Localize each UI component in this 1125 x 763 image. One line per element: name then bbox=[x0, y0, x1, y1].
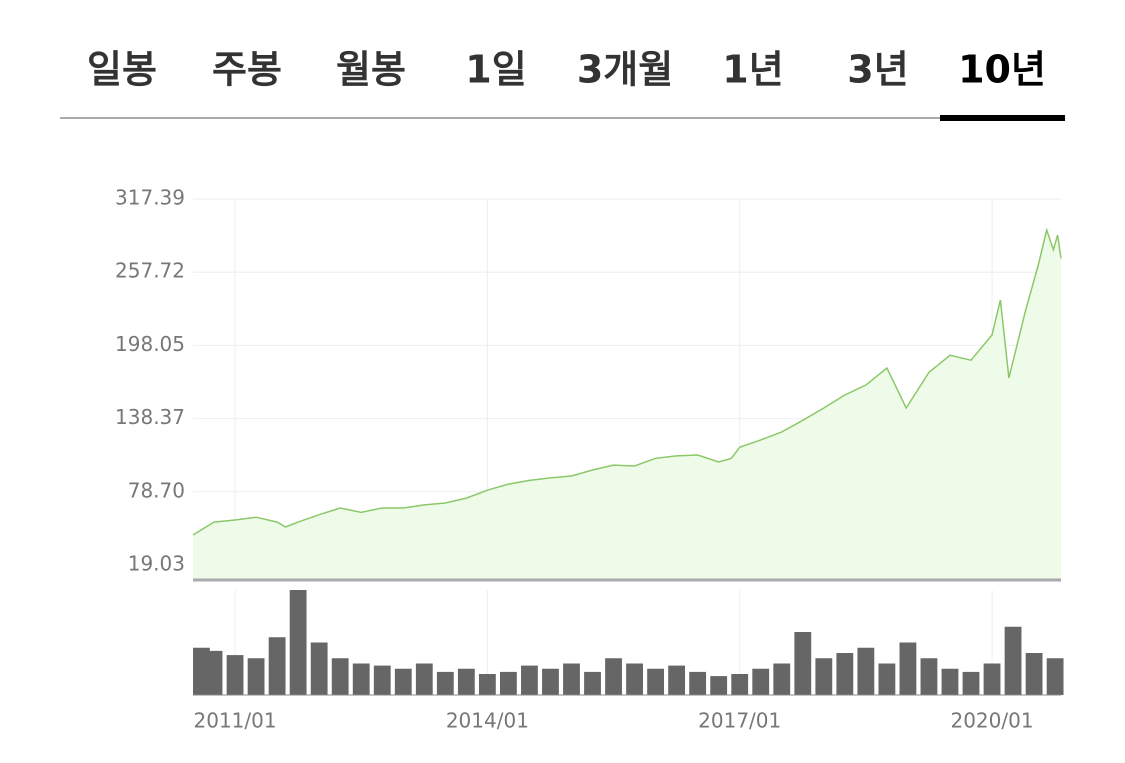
volume-bar bbox=[457, 668, 475, 695]
volume-bar bbox=[1046, 658, 1064, 695]
volume-bar bbox=[478, 674, 496, 695]
volume-bar bbox=[415, 663, 433, 695]
tab[interactable]: 월봉 bbox=[336, 48, 406, 92]
volume-bar bbox=[878, 663, 896, 695]
tab[interactable]: 일봉 bbox=[87, 48, 157, 92]
volume-bar bbox=[668, 665, 686, 695]
volume-bar bbox=[773, 663, 791, 695]
tab[interactable]: 3년 bbox=[847, 48, 908, 92]
volume-bar bbox=[521, 665, 538, 695]
volume-bar bbox=[247, 658, 265, 695]
volume-bar bbox=[626, 663, 643, 695]
volume-bar bbox=[542, 668, 559, 695]
tab[interactable]: 주봉 bbox=[212, 48, 282, 92]
volume-bar bbox=[268, 637, 286, 695]
y-tick-label: 138.37 bbox=[115, 405, 185, 429]
volume-bar bbox=[436, 671, 454, 695]
volume-bar bbox=[689, 671, 707, 695]
volume-bar bbox=[394, 668, 412, 695]
tab[interactable]: 1일 bbox=[465, 48, 526, 92]
volume-bar bbox=[857, 647, 875, 695]
volume-bar bbox=[1004, 626, 1022, 695]
volume-bar bbox=[352, 663, 370, 695]
volume-bar bbox=[605, 658, 622, 695]
volume-bar bbox=[899, 642, 917, 695]
y-tick-label: 19.03 bbox=[128, 551, 185, 575]
tab[interactable]: 10년 bbox=[958, 48, 1046, 92]
tab[interactable]: 3개월 bbox=[577, 48, 673, 92]
volume-bar bbox=[983, 663, 1001, 695]
x-tick-label: 2014/01 bbox=[446, 709, 529, 733]
price-line bbox=[192, 227, 1062, 536]
volume-bar bbox=[584, 671, 601, 695]
volume-bar bbox=[920, 658, 938, 695]
volume-bar bbox=[752, 668, 770, 695]
volume-bar bbox=[962, 671, 980, 695]
y-tick-label: 317.39 bbox=[115, 186, 185, 210]
volume-bar bbox=[373, 665, 391, 695]
volume-bar bbox=[205, 650, 223, 695]
volume-bar bbox=[226, 655, 244, 695]
price-area bbox=[193, 230, 1061, 580]
y-tick-label: 257.72 bbox=[115, 259, 185, 283]
volume-bar bbox=[331, 658, 349, 695]
y-tick-label: 78.70 bbox=[128, 478, 185, 502]
volume-bar bbox=[794, 632, 812, 695]
volume-bar bbox=[499, 671, 517, 695]
volume-bar bbox=[710, 676, 728, 695]
y-tick-label: 198.05 bbox=[115, 332, 185, 356]
x-tick-label: 2020/01 bbox=[950, 709, 1033, 733]
x-tick-label: 2011/01 bbox=[194, 709, 277, 733]
x-tick-label: 2017/01 bbox=[698, 709, 781, 733]
volume-bar bbox=[815, 658, 833, 695]
volume-bar bbox=[731, 674, 749, 695]
volume-bar bbox=[836, 653, 854, 695]
tab-active-indicator bbox=[940, 115, 1065, 121]
volume-bar bbox=[310, 642, 328, 695]
volume-bar bbox=[1025, 653, 1043, 695]
volume-bar bbox=[289, 590, 307, 695]
tab[interactable]: 1년 bbox=[722, 48, 783, 92]
volume-bar bbox=[563, 663, 580, 695]
volume-bar bbox=[941, 668, 959, 695]
volume-bar bbox=[647, 668, 665, 695]
